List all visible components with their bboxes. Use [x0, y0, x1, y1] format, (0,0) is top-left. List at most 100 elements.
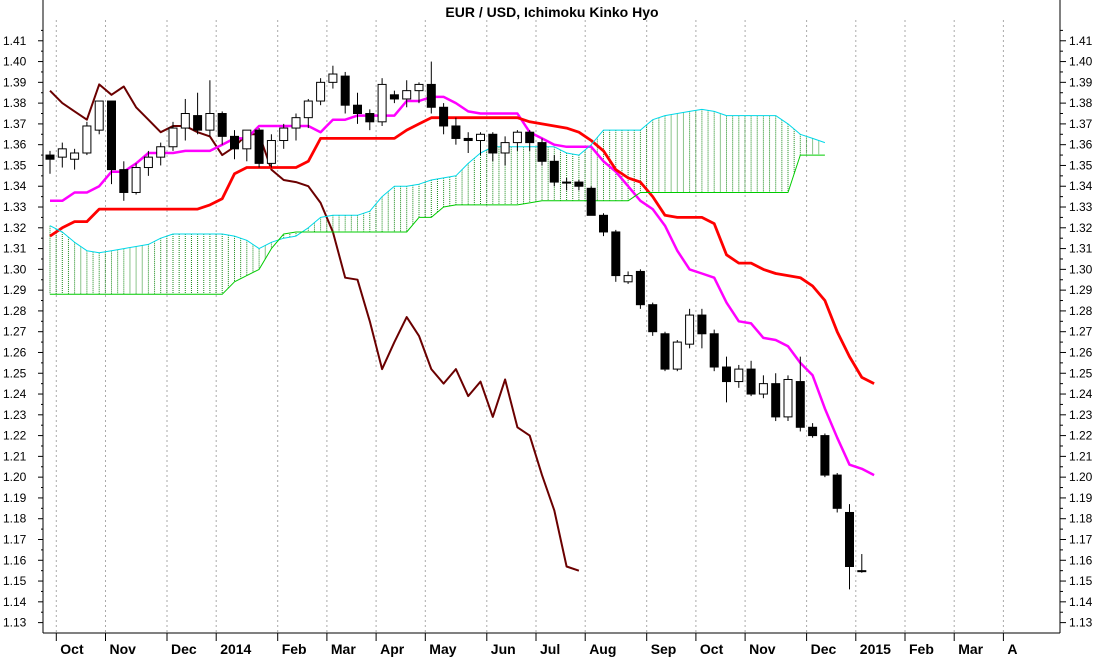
- candle-up: [94, 100, 104, 131]
- candle-up: [291, 117, 301, 129]
- candle-down: [660, 333, 670, 370]
- candle-down: [426, 83, 436, 108]
- candle-down: [389, 94, 399, 100]
- candle-up: [672, 341, 682, 370]
- month-label: Nov: [749, 641, 776, 657]
- month-label: Oct: [700, 641, 724, 657]
- y-tick-label-right: 1.18: [1069, 512, 1093, 526]
- candle-down: [525, 131, 535, 144]
- candle-down: [845, 511, 854, 568]
- y-tick-label-right: 1.16: [1069, 553, 1093, 567]
- y-tick-label-left: 1.28: [3, 304, 27, 318]
- axes: Oct Nov Dec 2014 Feb Mar Apr May Jun Jul Aug Sep Oct…: [3, 0, 1093, 657]
- month-label: Mar: [958, 641, 983, 657]
- month-label: Jun: [491, 641, 516, 657]
- candle-up: [156, 146, 166, 158]
- candle-up: [205, 113, 215, 131]
- y-tick-label-right: 1.30: [1069, 262, 1093, 276]
- y-tick-label-right: 1.17: [1069, 532, 1093, 546]
- candle-down: [648, 304, 658, 333]
- senkou_a-line: [49, 108, 826, 254]
- chikou-line: [49, 83, 580, 572]
- y-tick-label-right: 1.20: [1069, 470, 1093, 484]
- candle-down: [635, 270, 645, 306]
- y-tick-label-right: 1.31: [1069, 242, 1093, 256]
- y-tick-label-left: 1.38: [3, 96, 27, 110]
- y-tick-label-left: 1.24: [3, 387, 27, 401]
- candle-down: [463, 137, 473, 142]
- candle-up: [758, 383, 768, 395]
- candle-up: [685, 314, 695, 345]
- y-tick-label-left: 1.25: [3, 366, 27, 380]
- y-tick-label-left: 1.27: [3, 325, 27, 339]
- y-tick-label-right: 1.25: [1069, 366, 1093, 380]
- candle-down: [808, 426, 818, 437]
- candle-up: [783, 378, 793, 418]
- y-tick-label-left: 1.26: [3, 345, 27, 359]
- candle-down: [746, 368, 756, 395]
- candle-down: [119, 169, 129, 193]
- candle-down: [353, 104, 362, 115]
- y-tick-label-left: 1.23: [3, 408, 27, 422]
- candle-up: [734, 368, 744, 383]
- y-tick-label-right: 1.33: [1069, 200, 1093, 214]
- candlesticks: [45, 61, 867, 590]
- candle-down: [537, 142, 547, 162]
- candle-up: [303, 100, 313, 119]
- candle-down: [832, 474, 842, 509]
- candle-up: [377, 83, 387, 123]
- candle-down: [611, 231, 621, 277]
- y-tick-label-right: 1.21: [1069, 449, 1093, 463]
- candle-up: [476, 133, 485, 142]
- candle-up: [131, 167, 141, 193]
- y-tick-label-right: 1.13: [1069, 616, 1093, 630]
- candle-down: [697, 314, 707, 335]
- candle-down: [709, 333, 719, 368]
- y-tick-label-left: 1.13: [3, 616, 27, 630]
- candle-down: [365, 113, 375, 123]
- y-tick-label-right: 1.38: [1069, 96, 1093, 110]
- candle-up: [279, 127, 289, 142]
- candle-down: [820, 435, 830, 476]
- y-tick-label-left: 1.41: [3, 34, 27, 48]
- candle-down: [451, 125, 461, 139]
- y-tick-label-right: 1.34: [1069, 179, 1093, 193]
- y-tick-label-left: 1.32: [3, 221, 27, 235]
- y-tick-label-right: 1.41: [1069, 34, 1093, 48]
- y-tick-label-left: 1.21: [3, 449, 27, 463]
- candle-up: [512, 131, 522, 144]
- candle-up: [82, 125, 92, 154]
- y-tick-label-left: 1.35: [3, 158, 27, 172]
- grid: [55, 20, 1004, 633]
- candle-up: [857, 570, 867, 573]
- month-label: Nov: [110, 641, 137, 657]
- y-tick-label-left: 1.40: [3, 55, 27, 69]
- month-label: Apr: [380, 641, 405, 657]
- candle-up: [168, 127, 178, 148]
- candle-up: [500, 142, 510, 154]
- ichimoku-cloud: [49, 109, 820, 295]
- candle-down: [549, 160, 559, 183]
- y-tick-label-left: 1.31: [3, 242, 27, 256]
- candle-down: [586, 187, 596, 216]
- y-tick-label-left: 1.30: [3, 262, 27, 276]
- y-tick-label-right: 1.39: [1069, 75, 1093, 89]
- y-tick-label-right: 1.19: [1069, 491, 1093, 505]
- tenkan-line: [50, 95, 875, 477]
- y-tick-label-right: 1.14: [1069, 595, 1093, 609]
- month-label: Sep: [651, 641, 677, 657]
- candle-down: [795, 381, 805, 428]
- y-tick-label-left: 1.33: [3, 200, 27, 214]
- y-tick-label-left: 1.37: [3, 117, 27, 131]
- candle-down: [722, 366, 731, 383]
- candle-up: [623, 275, 633, 283]
- candle-down: [254, 129, 264, 164]
- month-label: 2014: [220, 641, 251, 657]
- candle-down: [217, 113, 227, 137]
- indicator-lines: [49, 83, 875, 572]
- candle-up: [328, 73, 338, 83]
- y-tick-label-left: 1.14: [3, 595, 27, 609]
- month-label: Feb: [282, 641, 307, 657]
